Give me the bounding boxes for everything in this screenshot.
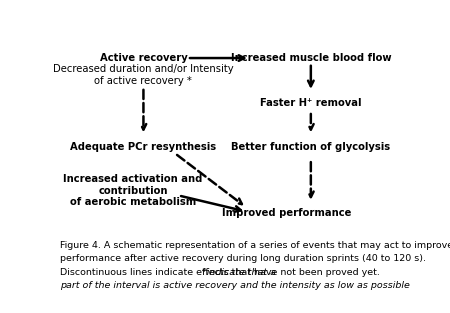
Text: part of the interval is active recovery and the intensity as low as possible: part of the interval is active recovery … xyxy=(60,281,410,290)
Text: performance after active recovery during long duration sprints (40 to 120 s).: performance after active recovery during… xyxy=(60,254,426,264)
Text: Improved performance: Improved performance xyxy=(222,208,351,218)
Text: Faster H⁺ removal: Faster H⁺ removal xyxy=(260,98,362,108)
Text: Adequate PCr resynthesis: Adequate PCr resynthesis xyxy=(70,142,216,152)
Text: *indicate that a: *indicate that a xyxy=(202,268,276,277)
Text: Discontinuous lines indicate effects that have not been proved yet.: Discontinuous lines indicate effects tha… xyxy=(60,268,382,277)
Text: Better function of glycolysis: Better function of glycolysis xyxy=(231,142,391,152)
Text: Increased muscle blood flow: Increased muscle blood flow xyxy=(230,53,391,63)
Text: Increased activation and
contribution
of aerobic metabolism: Increased activation and contribution of… xyxy=(63,174,202,207)
Text: Decreased duration and/or Intensity
of active recovery *: Decreased duration and/or Intensity of a… xyxy=(53,64,234,86)
Text: Figure 4. A schematic representation of a series of events that may act to impro: Figure 4. A schematic representation of … xyxy=(60,241,450,250)
Text: Active recovery: Active recovery xyxy=(99,53,187,63)
